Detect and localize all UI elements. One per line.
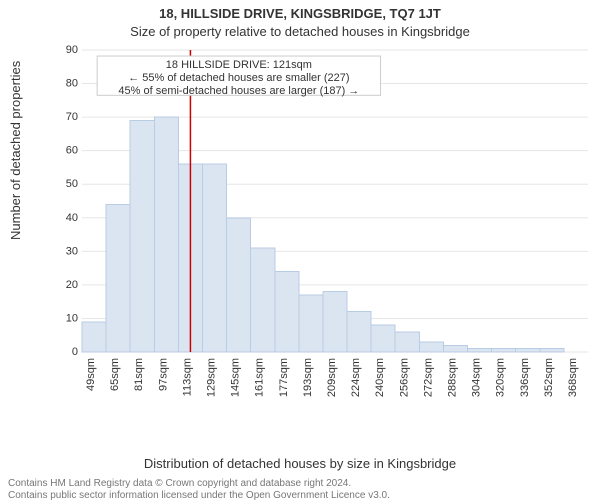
svg-text:65sqm: 65sqm [109, 358, 121, 391]
svg-text:145sqm: 145sqm [230, 358, 242, 397]
svg-text:0: 0 [72, 346, 78, 358]
svg-text:45% of semi-detached houses ar: 45% of semi-detached houses are larger (… [118, 85, 359, 97]
annotation-box: 18 HILLSIDE DRIVE: 121sqm← 55% of detach… [97, 56, 380, 97]
histogram-chart: 18 HILLSIDE DRIVE: 121sqm← 55% of detach… [56, 44, 592, 400]
footer-licence: Contains public sector information licen… [8, 490, 390, 501]
svg-text:50: 50 [66, 178, 78, 190]
svg-text:256sqm: 256sqm [398, 358, 410, 397]
footer-copyright: Contains HM Land Registry data © Crown c… [8, 478, 351, 489]
page-title-line1: 18, HILLSIDE DRIVE, KINGSBRIDGE, TQ7 1JT [0, 6, 600, 21]
svg-text:368sqm: 368sqm [567, 358, 579, 397]
svg-text:272sqm: 272sqm [422, 358, 434, 397]
chart-bars [82, 117, 564, 352]
svg-text:129sqm: 129sqm [206, 358, 218, 397]
svg-text:97sqm: 97sqm [157, 358, 169, 391]
svg-text:177sqm: 177sqm [278, 358, 290, 397]
svg-text:49sqm: 49sqm [85, 358, 97, 391]
svg-text:304sqm: 304sqm [471, 358, 483, 397]
svg-text:336sqm: 336sqm [519, 358, 531, 397]
svg-text:320sqm: 320sqm [495, 358, 507, 397]
svg-text:288sqm: 288sqm [446, 358, 458, 397]
svg-text:20: 20 [66, 279, 78, 291]
svg-text:113sqm: 113sqm [181, 358, 193, 396]
svg-text:90: 90 [66, 44, 78, 56]
svg-text:161sqm: 161sqm [254, 358, 266, 397]
svg-text:224sqm: 224sqm [350, 358, 362, 397]
svg-text:240sqm: 240sqm [374, 358, 386, 397]
svg-text:40: 40 [66, 212, 78, 224]
svg-text:← 55% of detached houses are s: ← 55% of detached houses are smaller (22… [128, 72, 349, 84]
svg-text:30: 30 [66, 245, 78, 257]
svg-text:18 HILLSIDE DRIVE: 121sqm: 18 HILLSIDE DRIVE: 121sqm [166, 59, 312, 71]
svg-text:70: 70 [66, 111, 78, 123]
page-title-line2: Size of property relative to detached ho… [0, 24, 600, 39]
svg-text:10: 10 [66, 312, 78, 324]
svg-text:60: 60 [66, 145, 78, 157]
svg-text:80: 80 [66, 78, 78, 90]
svg-text:81sqm: 81sqm [133, 358, 145, 391]
svg-text:352sqm: 352sqm [543, 358, 555, 397]
y-axis: 0 10 20 30 40 50 60 70 80 90 [66, 44, 78, 358]
svg-text:209sqm: 209sqm [326, 358, 338, 397]
svg-text:193sqm: 193sqm [302, 358, 314, 397]
x-axis: 49sqm 65sqm 81sqm 97sqm 113sqm 129sqm 145sqm 16… [85, 358, 579, 397]
y-axis-label: Number of detached properties [8, 61, 23, 240]
x-axis-label: Distribution of detached houses by size … [0, 456, 600, 471]
